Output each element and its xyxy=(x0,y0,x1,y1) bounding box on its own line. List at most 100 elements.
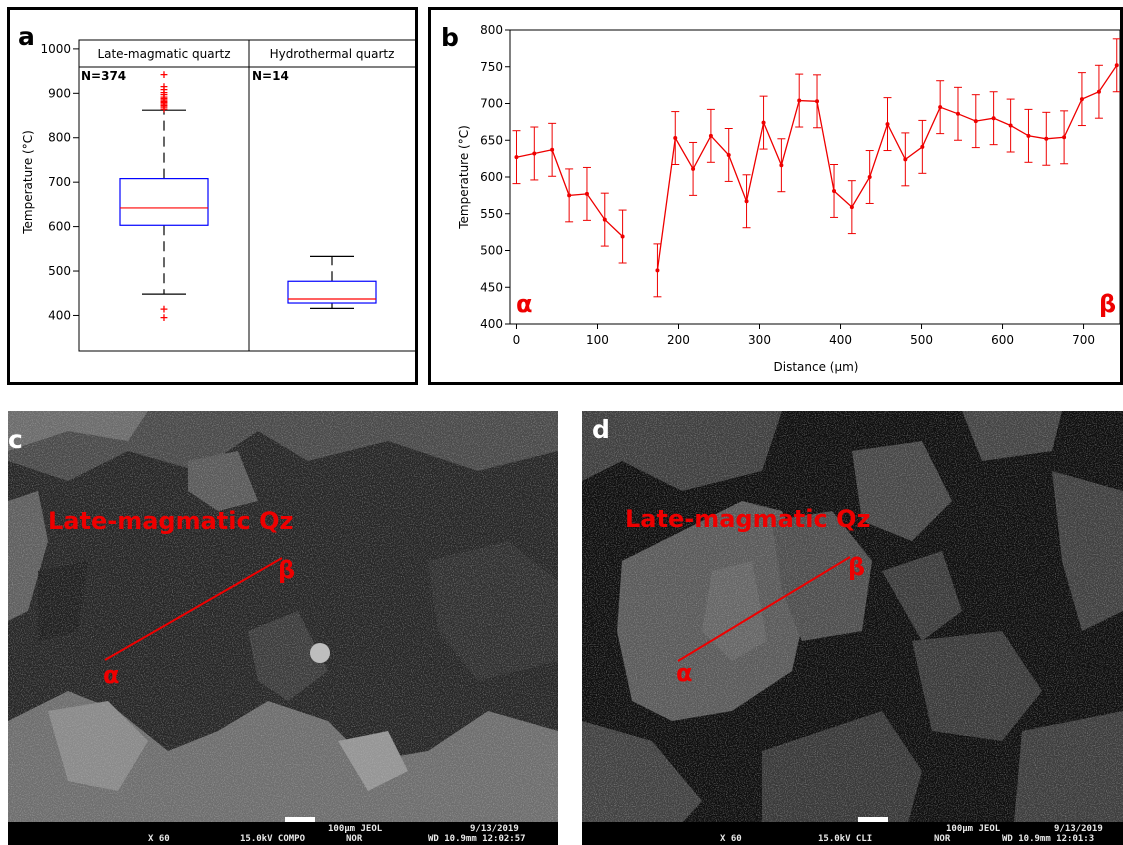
y-axis: 400 500 600 700 800 900 1000 xyxy=(40,42,79,322)
outlier-point: + xyxy=(159,99,168,112)
outlier-point: + xyxy=(159,68,168,81)
panel-b: b Temperature (°C) Distance (µm) α β 400… xyxy=(428,7,1123,385)
y-tick-label: 450 xyxy=(480,280,503,294)
x-tick-label: 0 xyxy=(513,333,521,347)
outlier-point: + xyxy=(159,96,168,109)
outlier-point: + xyxy=(159,92,168,105)
cl-image xyxy=(582,411,1123,845)
data-point xyxy=(779,163,784,168)
y-tick-label: 500 xyxy=(480,244,503,258)
magnification-text: X 60 xyxy=(148,834,170,844)
mode-text: NOR xyxy=(346,834,363,844)
scale-bar xyxy=(285,817,315,822)
data-point xyxy=(584,191,589,196)
phase-label: Late-magmatic Qz xyxy=(625,505,871,533)
bse-image-panel: c Late-magmatic Qz α β 100µm JEOL 9/13/2… xyxy=(8,411,558,845)
x-tick-label: 400 xyxy=(829,333,852,347)
box xyxy=(287,280,377,304)
panel-a: a Late-magmatic quartz Hydrothermal quar… xyxy=(7,7,420,385)
phase-label: Late-magmatic Qz xyxy=(48,507,294,535)
scale-text: 100µm JEOL xyxy=(946,824,1001,834)
scale-bar xyxy=(858,817,888,822)
boxes: ++++++++++++++++ xyxy=(119,68,377,324)
y-tick-label: 700 xyxy=(480,97,503,111)
y-tick-label: 550 xyxy=(480,207,503,221)
overlay xyxy=(677,556,851,662)
data-point xyxy=(532,151,537,156)
wd-text: WD 10.9mm 12:01:3 xyxy=(1002,834,1095,844)
sem-info-bar: 100µm JEOL 9/13/2019 X 60 15.0kV COMPO N… xyxy=(8,817,558,845)
x-tick-label: 600 xyxy=(991,333,1014,347)
data-point xyxy=(655,268,660,273)
outlier-point: + xyxy=(159,90,168,103)
date-text: 9/13/2019 xyxy=(1054,824,1103,834)
panel-letter: b xyxy=(441,23,459,52)
alpha-marker: α xyxy=(676,659,693,687)
data-point xyxy=(797,98,802,103)
y-axis-label: Temperature (°C) xyxy=(21,130,35,235)
data-point xyxy=(973,119,978,124)
data-point xyxy=(726,152,731,157)
data-point xyxy=(867,175,872,179)
outlier-point: + xyxy=(159,83,168,96)
x-axis-label: Distance (µm) xyxy=(774,360,859,374)
data-point xyxy=(1096,89,1101,94)
y-tick-label: 600 xyxy=(48,220,71,234)
plot-frame xyxy=(509,29,1121,325)
data-point xyxy=(691,166,696,171)
series xyxy=(512,38,1121,298)
bse-image xyxy=(8,411,558,845)
data-point xyxy=(815,99,820,104)
data-point xyxy=(903,157,908,162)
panel-letter: a xyxy=(18,22,35,51)
voltage-text: 15.0kV COMPO xyxy=(240,834,306,844)
y-tick-label: 1000 xyxy=(40,42,71,56)
scale-text: 100µm JEOL xyxy=(328,824,383,834)
x-tick-label: 100 xyxy=(586,333,609,347)
alpha-marker: α xyxy=(103,661,120,689)
voltage-text: 15.0kV CLI xyxy=(818,834,873,844)
cl-image-panel: d Late-magmatic Qz α β 100µm JEOL 9/13/2… xyxy=(582,411,1123,845)
mode-text: NOR xyxy=(934,834,951,844)
outlier-point: + xyxy=(159,95,168,108)
data-point xyxy=(938,105,943,110)
outlier-point: + xyxy=(159,302,168,315)
beta-marker: β xyxy=(278,556,296,584)
data-point xyxy=(1114,63,1119,68)
outlier-point: + xyxy=(159,88,168,101)
transect-line xyxy=(104,557,283,661)
y-tick-label: 800 xyxy=(480,23,503,37)
outlier-point: + xyxy=(159,101,168,114)
outlier-point: + xyxy=(159,86,168,99)
overlay xyxy=(104,557,283,661)
data-point xyxy=(1026,133,1031,138)
data-point xyxy=(744,199,749,204)
data-point xyxy=(1062,135,1067,140)
data-point xyxy=(761,120,766,125)
beta-marker: β xyxy=(1099,290,1116,318)
count-label: N=14 xyxy=(252,69,289,83)
category-label: Late-magmatic quartz xyxy=(97,47,230,61)
y-tick-label: 600 xyxy=(480,170,503,184)
outlier-point: + xyxy=(159,98,168,111)
y-tick-label: 650 xyxy=(480,133,503,147)
y-tick-label: 500 xyxy=(48,264,71,278)
data-point xyxy=(832,188,837,193)
data-point xyxy=(920,144,925,149)
x-tick-label: 200 xyxy=(667,333,690,347)
series-line xyxy=(656,64,1118,271)
data-point xyxy=(550,147,555,152)
magnification-text: X 60 xyxy=(720,834,742,844)
panel-letter: c xyxy=(8,425,23,454)
y-tick-label: 400 xyxy=(480,317,503,331)
y-tick-label: 800 xyxy=(48,131,71,145)
plot-frame xyxy=(78,39,420,352)
data-point xyxy=(673,136,678,141)
y-tick-label: 750 xyxy=(480,60,503,74)
x-tick-label: 700 xyxy=(1072,333,1095,347)
transect-line xyxy=(677,556,851,662)
date-text: 9/13/2019 xyxy=(470,824,519,834)
panel-letter: d xyxy=(592,415,610,444)
data-point xyxy=(567,193,572,198)
outlier-point: + xyxy=(159,80,168,93)
